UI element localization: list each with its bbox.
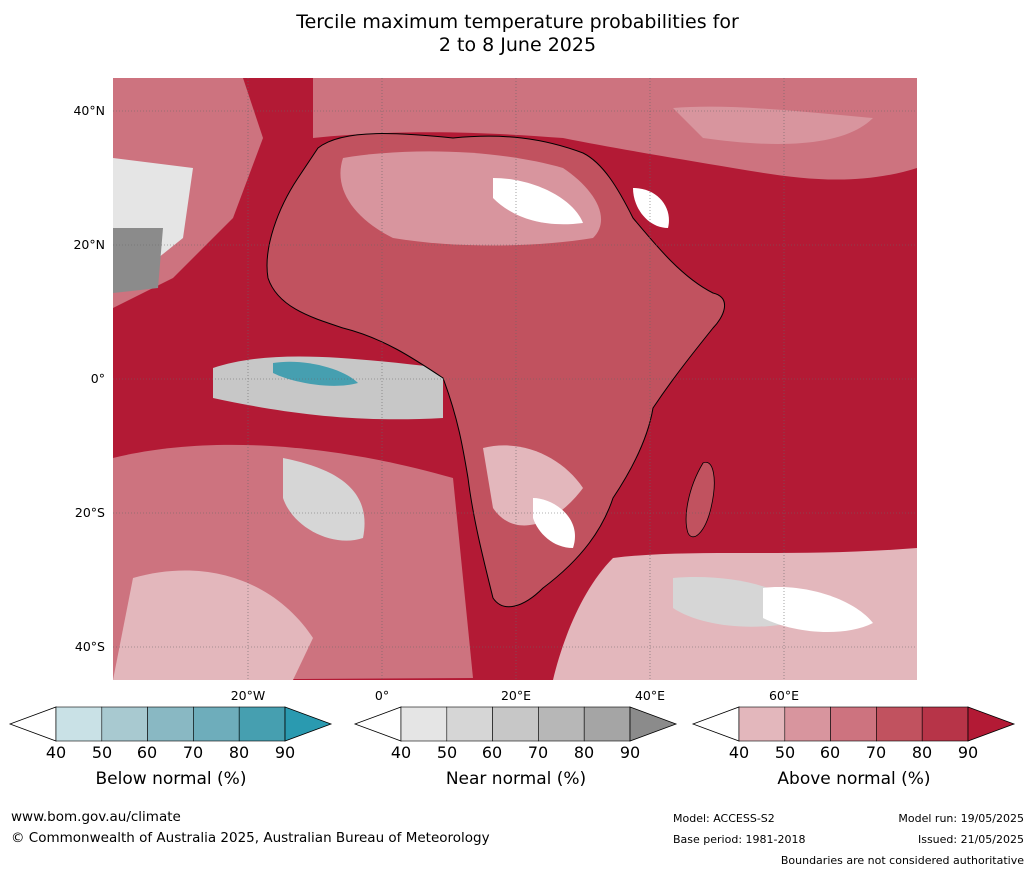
tick-label: 80 [573, 743, 595, 762]
website-link[interactable]: www.bom.gov.au/climate [11, 809, 181, 825]
arabia-white [633, 188, 669, 228]
colorbar-above-extend-low [691, 706, 740, 742]
colorbar-above-segment [921, 706, 969, 742]
model-text: Model: ACCESS-S2 [673, 812, 775, 825]
tick-label: 60 [481, 743, 503, 762]
sahara-white [493, 178, 583, 225]
tick-label: 60 [136, 743, 158, 762]
issued-text: Issued: 21/05/2025 [917, 833, 1024, 846]
lon-label-60e: 60°E [768, 688, 800, 703]
colorbar-near-title: Near normal (%) [445, 769, 587, 789]
sahara-patch [340, 151, 602, 246]
lon-label-0: 0° [374, 688, 390, 703]
colorbar-below-segment [101, 706, 148, 742]
tick-label: 60 [819, 743, 841, 762]
colorbar-above-segment [738, 706, 786, 742]
colorbar-below-segment [193, 706, 240, 742]
southern-africa-white [533, 498, 575, 548]
africa-land [267, 133, 725, 607]
title-line-1: Tercile maximum temperature probabilitie… [296, 11, 739, 33]
colorbar-near-svg [353, 706, 678, 742]
graticule [113, 78, 917, 680]
atlantic-grey-patch [113, 228, 163, 293]
colorbar-below-segment [55, 706, 103, 742]
copyright-text: © Commonwealth of Australia 2025, Austra… [11, 830, 490, 846]
title-line-2: 2 to 8 June 2025 [438, 34, 597, 56]
tick-label: 90 [274, 743, 296, 762]
europe-patch [313, 78, 917, 180]
colorbar-above-segment [876, 706, 923, 742]
tick-label: 50 [436, 743, 458, 762]
africa-coastline [266, 133, 725, 608]
colorbar-near-segment [446, 706, 493, 742]
tick-label: 80 [228, 743, 250, 762]
tick-label: 90 [619, 743, 641, 762]
colorbar-near-extend-high [629, 706, 678, 742]
equatorial-band [213, 356, 443, 420]
colorbar-above [691, 706, 1016, 742]
probability-map [113, 78, 917, 680]
lat-label-20s: 20°S [74, 505, 105, 520]
map-title: Tercile maximum temperature probabilitie… [0, 11, 1035, 57]
colorbar-below-segment [147, 706, 194, 742]
madagascar [685, 461, 715, 538]
colorbar-above-segment [784, 706, 831, 742]
tick-label: 80 [911, 743, 933, 762]
lat-label-0: 0° [90, 371, 105, 386]
colorbar-near-segment [400, 706, 448, 742]
colorbar-near [353, 706, 678, 742]
disclaimer-text: Boundaries are not considered authoritat… [780, 854, 1024, 867]
below-normal-patch [273, 361, 358, 386]
south-indian-white [763, 587, 873, 633]
lon-label-20w: 20°W [230, 688, 266, 703]
colorbar-near-segment [492, 706, 539, 742]
colorbar-below-extend-low [8, 706, 57, 742]
tick-label: 50 [774, 743, 796, 762]
map-svg [113, 78, 917, 680]
colorbar-above-extend-high [967, 706, 1016, 742]
lat-label-20n: 20°N [73, 237, 105, 252]
colorbar-near-segment [583, 706, 631, 742]
lon-label-40e: 40°E [634, 688, 666, 703]
colorbar-below-svg [8, 706, 333, 742]
lon-label-20e: 20°E [500, 688, 532, 703]
south-atlantic-near [283, 458, 365, 541]
lat-label-40n: 40°N [73, 103, 105, 118]
tick-label: 40 [390, 743, 412, 762]
colorbar-below-title: Below normal (%) [95, 769, 247, 789]
lat-label-40s: 40°S [74, 639, 105, 654]
base-period-text: Base period: 1981-2018 [673, 833, 806, 846]
mideast-patch [673, 106, 873, 144]
colorbar-above-svg [691, 706, 1016, 742]
colorbar-below-extend-high [284, 706, 333, 742]
tick-label: 70 [865, 743, 887, 762]
model-run-text: Model run: 19/05/2025 [898, 812, 1024, 825]
southern-africa-light [483, 445, 583, 526]
tick-label: 70 [182, 743, 204, 762]
tick-label: 90 [957, 743, 979, 762]
colorbar-above-title: Above normal (%) [777, 769, 931, 789]
colorbar-below-segment [238, 706, 286, 742]
tick-label: 40 [728, 743, 750, 762]
tick-label: 50 [91, 743, 113, 762]
tick-label: 70 [527, 743, 549, 762]
colorbar-near-segment [538, 706, 585, 742]
colorbar-below [8, 706, 333, 742]
colorbar-above-segment [830, 706, 877, 742]
tick-label: 40 [45, 743, 67, 762]
colorbar-near-extend-low [353, 706, 402, 742]
south-atlantic-light [113, 570, 313, 680]
